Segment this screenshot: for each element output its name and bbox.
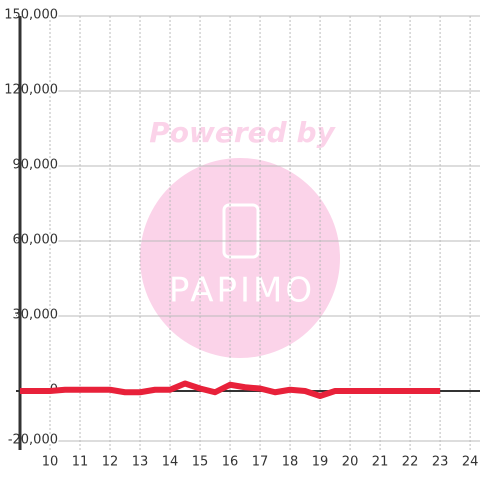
watermark-text: PAPIMO — [169, 271, 315, 311]
x-tick-label: 18 — [282, 455, 299, 470]
y-tick-label: 90,000 — [13, 158, 59, 173]
x-tick-label: 16 — [222, 455, 239, 470]
data-line — [20, 380, 441, 399]
x-tick-label: 19 — [312, 455, 329, 470]
x-tick-label: 14 — [162, 455, 179, 470]
x-tick-label: 20 — [342, 455, 359, 470]
watermark-text: Powered by — [149, 116, 336, 149]
y-tick-label: 120,000 — [4, 83, 58, 98]
x-tick-label: 10 — [42, 455, 59, 470]
x-tick-label: 21 — [372, 455, 389, 470]
x-tick-label: 24 — [462, 455, 479, 470]
y-tick-label: 30,000 — [13, 308, 59, 323]
x-tick-label: 13 — [132, 455, 149, 470]
x-tick-label: 17 — [252, 455, 269, 470]
y-tick-label: 150,000 — [4, 8, 58, 23]
x-tick-label: 23 — [432, 455, 449, 470]
y-tick-label: -20,000 — [8, 433, 58, 448]
x-tick-label: 12 — [102, 455, 119, 470]
x-tick-label: 11 — [72, 455, 89, 470]
y-tick-label: 60,000 — [13, 233, 59, 248]
x-tick-label: 22 — [402, 455, 419, 470]
watermark-icon — [222, 203, 260, 259]
x-tick-label: 15 — [192, 455, 209, 470]
